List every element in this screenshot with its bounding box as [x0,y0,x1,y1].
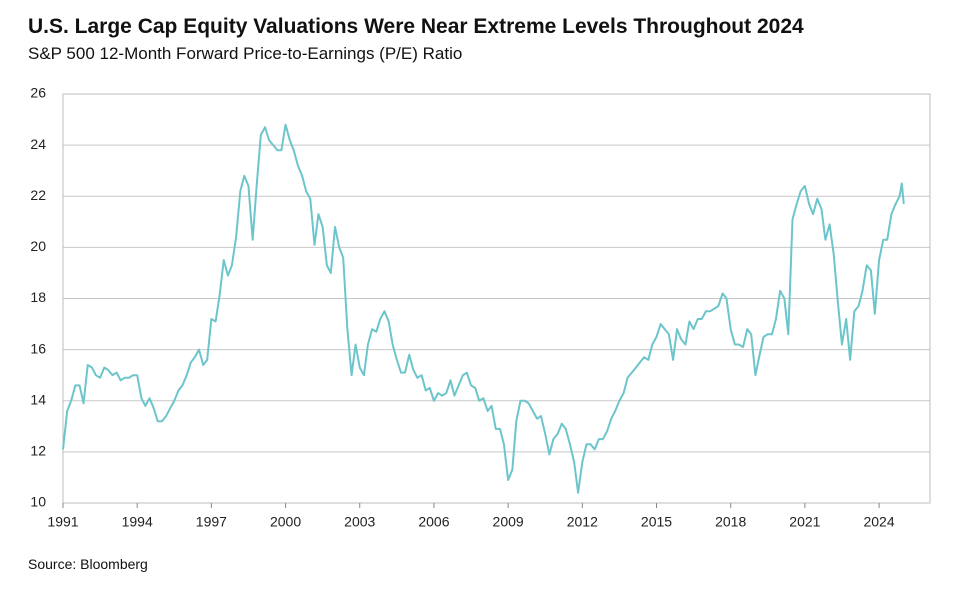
y-tick-label: 16 [30,340,46,356]
x-tick-label: 2009 [493,514,524,530]
pe-ratio-line [62,123,905,494]
x-tick-label: 2006 [418,514,449,530]
chart-subtitle: S&P 500 12-Month Forward Price-to-Earnin… [28,44,462,63]
plot-frame [62,93,931,504]
y-tick-label: 26 [30,85,46,101]
y-tick-label: 14 [30,391,46,407]
x-tick-label: 2015 [641,514,672,530]
x-tick-label: 1994 [122,514,153,530]
x-tick-label: 1997 [196,514,227,530]
chart-title: U.S. Large Cap Equity Valuations Were Ne… [28,15,804,38]
source-note: Source: Bloomberg [28,556,148,572]
y-tick-label: 12 [30,443,46,459]
x-tick-label: 2003 [344,514,375,530]
y-tick-label: 24 [30,136,46,152]
y-tick-label: 10 [30,494,46,510]
x-tick-label: 2024 [863,514,894,530]
y-tick-label: 22 [30,187,46,203]
x-tick-label: 2018 [715,514,746,530]
x-tick-label: 2000 [270,514,301,530]
x-tick-label: 2021 [789,514,820,530]
y-tick-label: 20 [30,238,46,254]
x-tick-label: 1991 [47,514,78,530]
y-tick-label: 18 [30,289,46,305]
x-tick-label: 2012 [567,514,598,530]
